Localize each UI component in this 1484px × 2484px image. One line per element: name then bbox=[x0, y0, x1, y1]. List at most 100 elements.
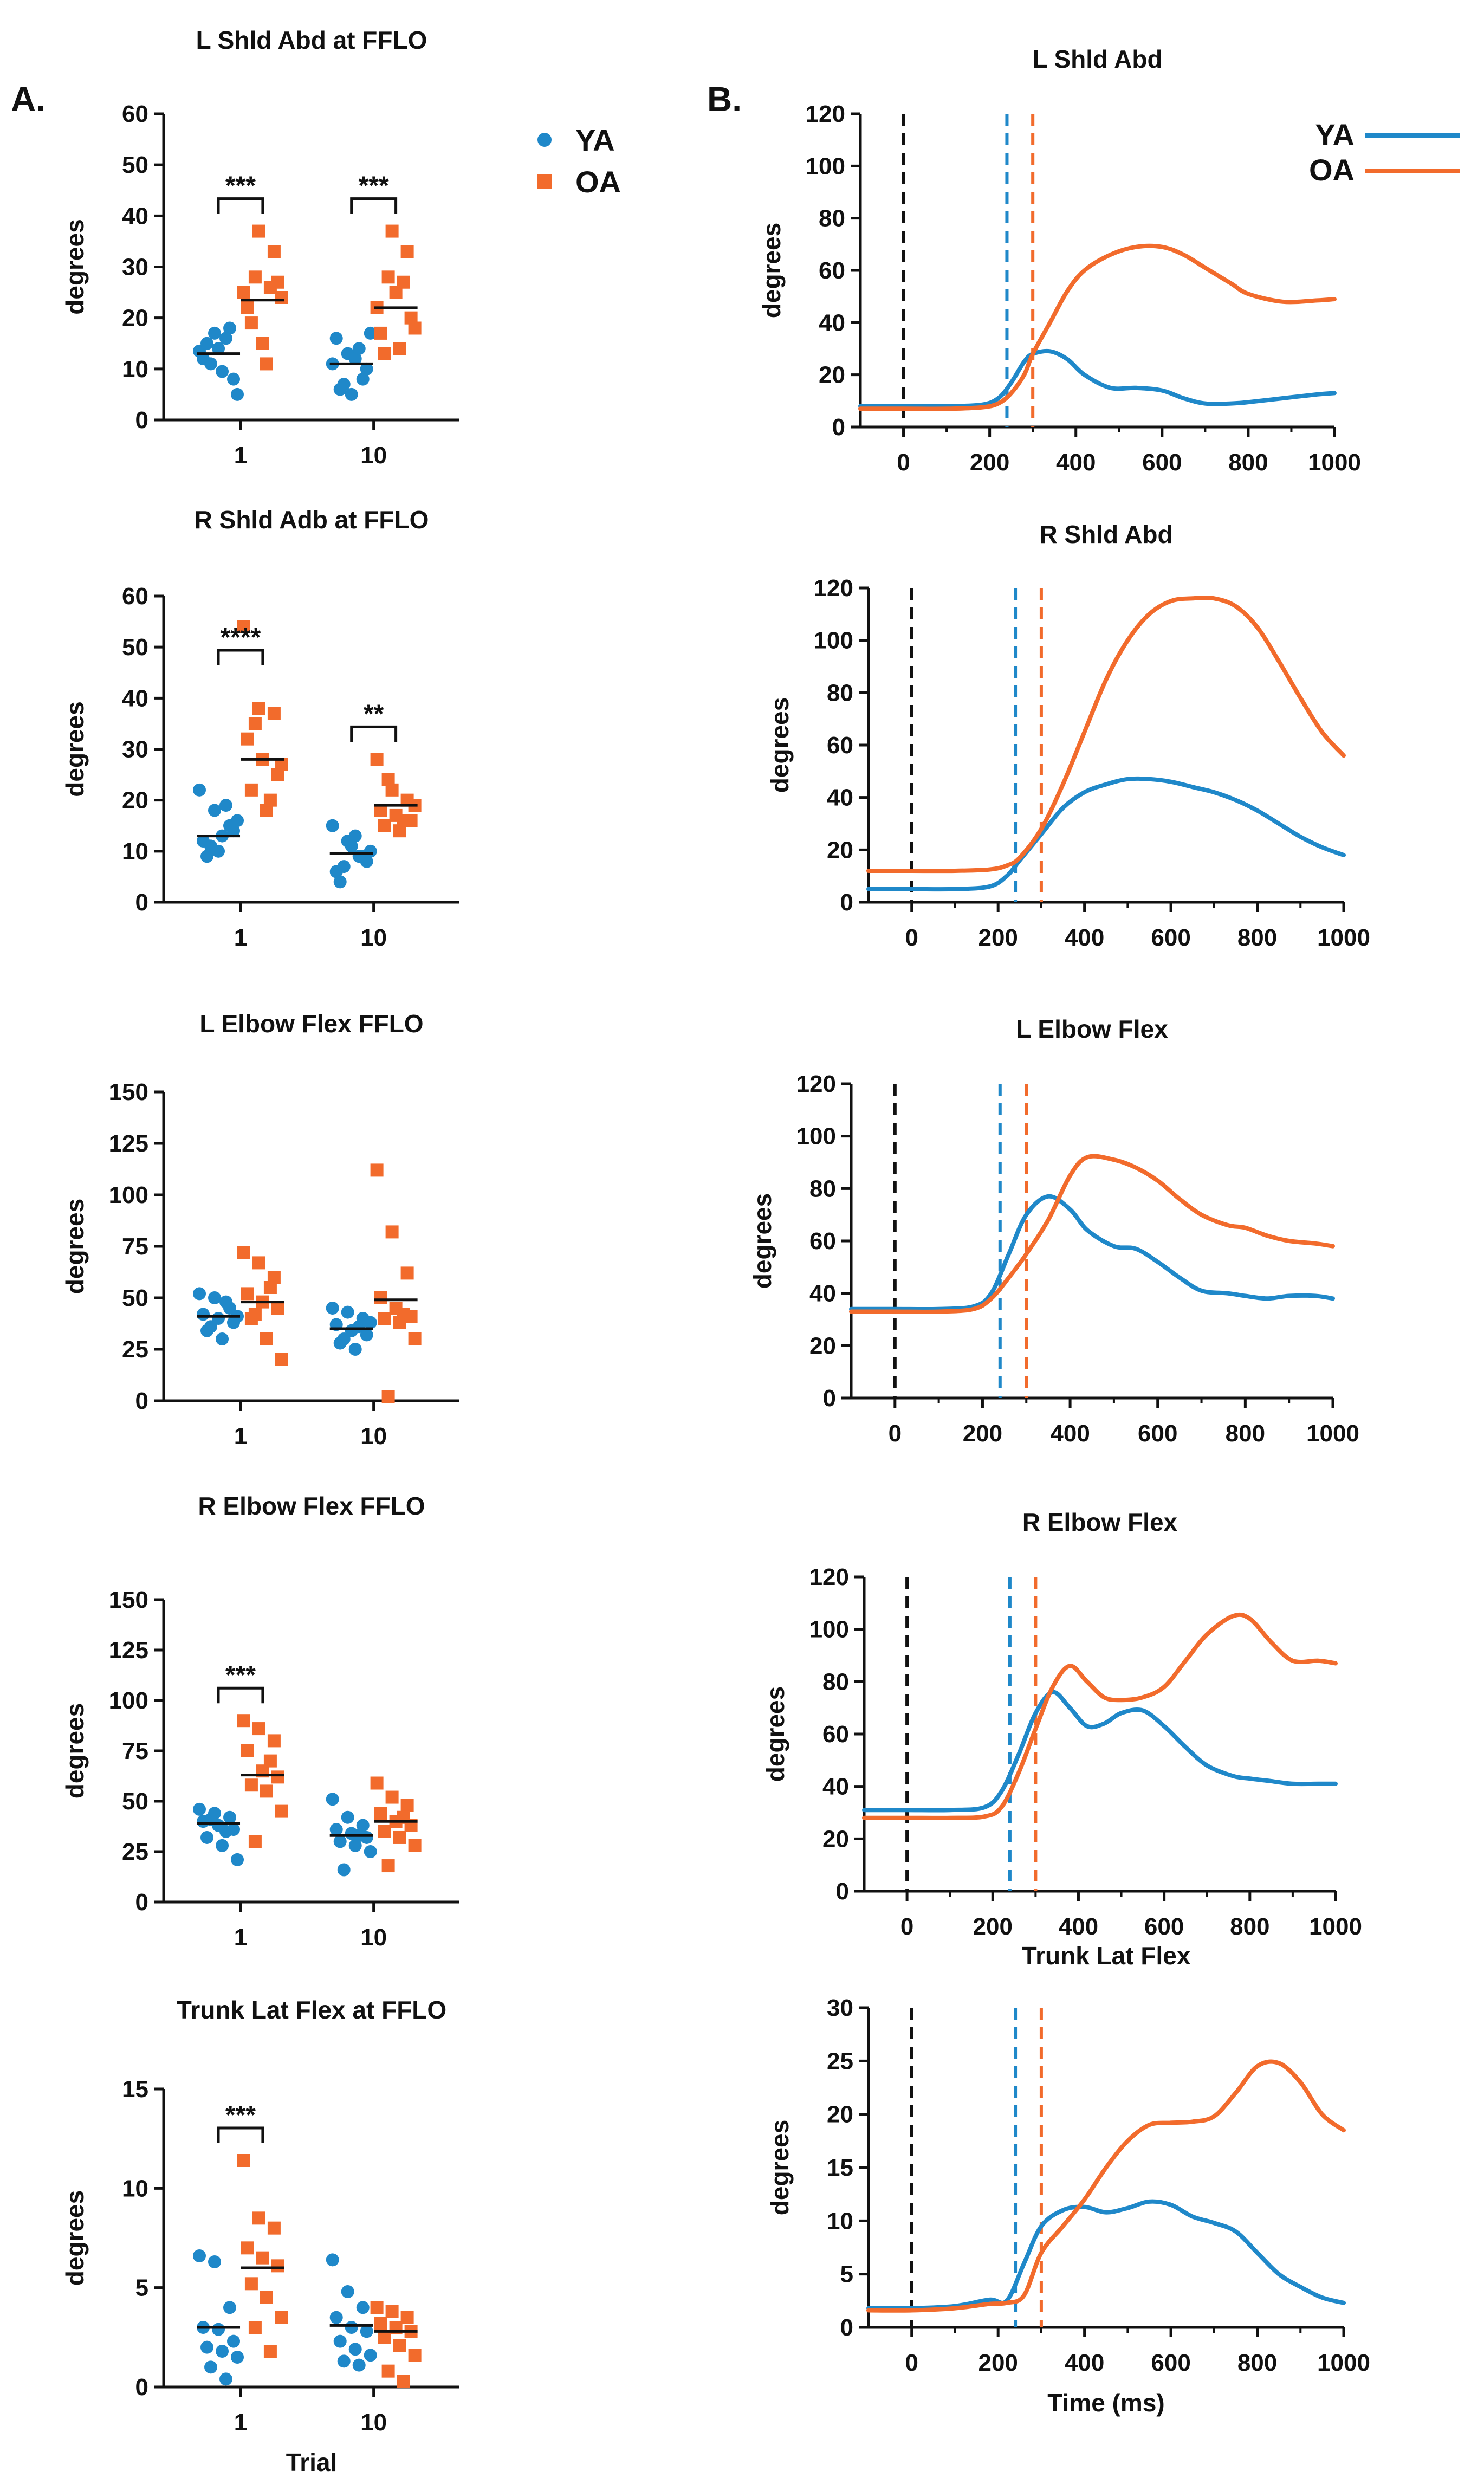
a1-oa-point bbox=[381, 270, 395, 284]
a5-sig-bracket-0 bbox=[217, 2126, 264, 2143]
a2-sig-label-1: ** bbox=[364, 700, 384, 728]
b4-y-tick-label-5: 100 bbox=[809, 1616, 849, 1643]
a2-ya-point bbox=[219, 799, 233, 812]
a1-ya-point bbox=[208, 326, 222, 340]
a2-oa-point bbox=[252, 702, 265, 715]
a5-ya-point bbox=[337, 2354, 351, 2368]
a1-ya-point bbox=[219, 332, 233, 345]
a3-ya-point bbox=[219, 1295, 233, 1309]
b2-x-tick-label-1: 200 bbox=[978, 924, 1018, 951]
a2-ya-point bbox=[345, 839, 358, 853]
a1-y-tick-label-5: 50 bbox=[122, 152, 148, 178]
b4-x-tick-label-4: 800 bbox=[1230, 1913, 1269, 1940]
a2-oa-point bbox=[381, 773, 395, 786]
a4-ya-point bbox=[364, 1845, 377, 1858]
b5-y-tick-label-1: 5 bbox=[840, 2261, 853, 2288]
b5-title: Trunk Lat Flex bbox=[1022, 1942, 1191, 1970]
line-legend-oa-label: OA bbox=[1309, 153, 1355, 187]
b2-y-tick-label-0: 0 bbox=[840, 889, 853, 916]
a1-oa-point bbox=[408, 321, 422, 335]
a4-oa-point bbox=[244, 1778, 258, 1792]
a5-oa-point bbox=[237, 2154, 250, 2167]
b4-series-oa bbox=[862, 1612, 1338, 1820]
a4-oa-point bbox=[237, 1714, 250, 1728]
a1-oa-point bbox=[385, 224, 399, 238]
a1-ya-point bbox=[337, 378, 351, 391]
a3-oa-point bbox=[374, 1291, 387, 1304]
b1-y-tick-label-0: 0 bbox=[832, 414, 845, 441]
a5-ya-point bbox=[341, 2285, 354, 2298]
a2-oa-point bbox=[237, 620, 250, 633]
b1-y-tick-label-5: 100 bbox=[806, 153, 845, 179]
a1-ya-point bbox=[212, 342, 225, 355]
a3-ya-point bbox=[360, 1328, 373, 1342]
a4-x-tick-label-0: 1 bbox=[234, 1924, 247, 1951]
b2-x-tick-label-0: 0 bbox=[905, 924, 918, 951]
a3-y-tick-label-4: 100 bbox=[109, 1182, 148, 1208]
a5-x-label: Trial bbox=[286, 2448, 338, 2476]
b1-title: L Shld Abd bbox=[1032, 45, 1162, 73]
a3-y-tick-label-0: 0 bbox=[135, 1388, 148, 1414]
a4-oa-point bbox=[408, 1839, 422, 1852]
a2-oa-point bbox=[378, 819, 391, 832]
a4-y-tick-label-3: 75 bbox=[122, 1738, 148, 1764]
a5-oa-point bbox=[263, 2345, 277, 2358]
a1-ya-point bbox=[204, 357, 218, 371]
a2-ya-point bbox=[333, 875, 347, 889]
b4-x-tick-label-3: 600 bbox=[1144, 1913, 1184, 1940]
a5-ya-point bbox=[223, 2301, 237, 2314]
b2-series-ya bbox=[866, 776, 1346, 892]
a2-ya-point bbox=[352, 850, 366, 863]
a3-oa-point bbox=[241, 1287, 254, 1301]
a5-oa-point bbox=[393, 2339, 406, 2352]
a5-oa-point bbox=[370, 2301, 384, 2314]
a4-title: R Elbow Flex FFLO bbox=[198, 1492, 425, 1520]
b2-y-label: degrees bbox=[766, 697, 794, 793]
b3-y-tick-label-5: 100 bbox=[796, 1123, 836, 1150]
a4-oa-point bbox=[260, 1784, 273, 1798]
a4-oa-point bbox=[385, 1790, 399, 1804]
b1-y-label: degrees bbox=[757, 223, 786, 318]
a3-ya-point bbox=[216, 1332, 229, 1346]
a3-oa-point bbox=[275, 1353, 288, 1366]
b2-y-tick-label-6: 120 bbox=[814, 575, 853, 601]
a5-title: Trunk Lat Flex at FFLO bbox=[177, 1996, 446, 2024]
a1-oa-point bbox=[237, 286, 250, 299]
a2-oa-point bbox=[244, 783, 258, 797]
a5-oa-point bbox=[408, 2349, 422, 2362]
b5-x-tick-label-3: 600 bbox=[1151, 2350, 1190, 2376]
a1-ya-point bbox=[352, 342, 366, 355]
a4-oa-point bbox=[241, 1744, 254, 1757]
a4-x-tick-label-1: 10 bbox=[360, 1924, 387, 1951]
a2-ya-point bbox=[208, 804, 222, 817]
panel-label-b: B. bbox=[707, 80, 742, 119]
b2-y-tick-label-5: 100 bbox=[814, 628, 853, 654]
b4-x-tick-label-1: 200 bbox=[973, 1913, 1013, 1940]
a4-sig-bracket-0 bbox=[217, 1686, 264, 1704]
a3-oa-point bbox=[385, 1225, 399, 1239]
a4-y-tick-label-5: 125 bbox=[109, 1637, 148, 1664]
a2-ya-point bbox=[231, 814, 244, 827]
a3-oa-point bbox=[271, 1302, 284, 1315]
a5-ya-point bbox=[208, 2255, 222, 2268]
a4-oa-point bbox=[275, 1804, 288, 1818]
a1-oa-point bbox=[275, 291, 288, 304]
a2-y-tick-label-4: 40 bbox=[122, 685, 148, 711]
a4-ya-point bbox=[341, 1810, 354, 1824]
a5-oa-point bbox=[260, 2291, 273, 2304]
a4-ya-point bbox=[223, 1810, 237, 1824]
b1-series-oa bbox=[858, 243, 1337, 411]
b3-y-tick-label-2: 40 bbox=[809, 1280, 836, 1307]
a4-ya-point bbox=[216, 1839, 229, 1852]
a5-oa-point bbox=[385, 2305, 399, 2318]
a4-y-tick-label-4: 100 bbox=[109, 1687, 148, 1714]
a3-oa-point bbox=[378, 1312, 391, 1325]
b3-y-label: degrees bbox=[748, 1193, 776, 1289]
a5-oa-point bbox=[256, 2251, 269, 2265]
b5-y-tick-label-5: 25 bbox=[827, 2048, 853, 2074]
a5-ya-point bbox=[200, 2340, 214, 2354]
a1-ya-point bbox=[364, 326, 377, 340]
a5-oa-point bbox=[397, 2375, 410, 2388]
b5-series-ya bbox=[866, 2199, 1346, 2311]
